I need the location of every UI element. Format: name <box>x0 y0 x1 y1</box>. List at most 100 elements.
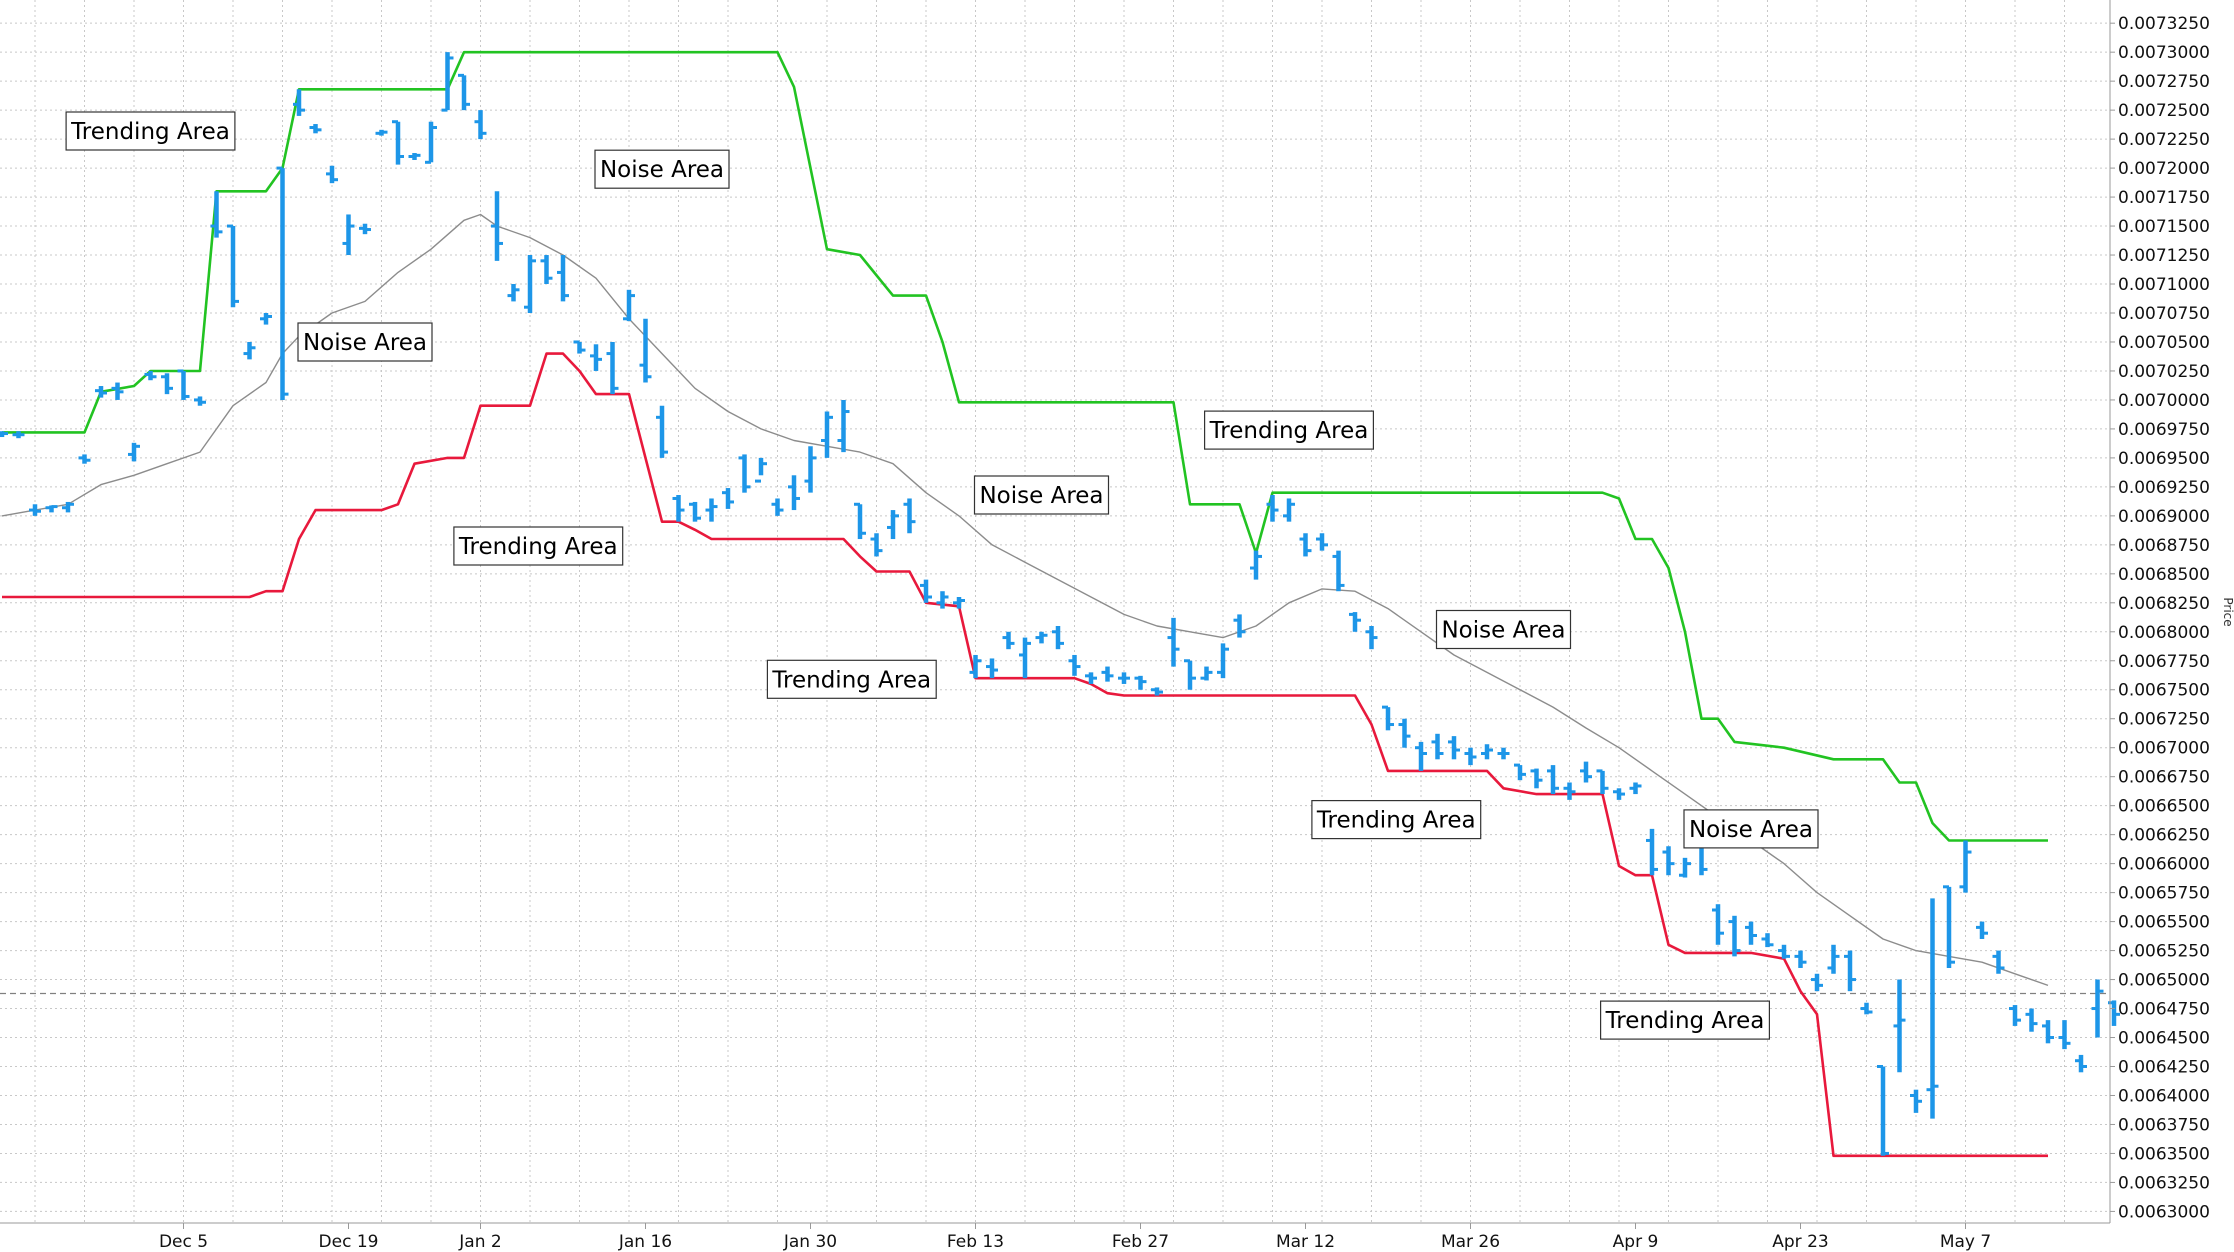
ohlc-bar <box>1778 944 1790 959</box>
ohlc-bar <box>1530 768 1543 789</box>
ohlc-bar <box>2042 1020 2054 1044</box>
ohlc-bar <box>1811 973 1823 992</box>
ohlc-bar <box>12 431 25 439</box>
ohlc-bar <box>1910 1089 1922 1113</box>
annotation-box: Trending Area <box>766 659 937 699</box>
annotation-frame <box>1203 410 1374 450</box>
ohlc-bar <box>1926 898 1939 1119</box>
price-bars <box>0 52 2120 1156</box>
x-tick-label: Jan 2 <box>458 1232 501 1252</box>
y-tick-label: 0.0066750 <box>2118 768 2210 788</box>
ohlc-bar <box>1316 533 1328 551</box>
ohlc-bar <box>590 344 602 371</box>
middle-line <box>1 213 2049 987</box>
upper-channel-line <box>2 50 2048 842</box>
ohlc-bar <box>161 373 173 395</box>
ohlc-bar <box>540 255 553 285</box>
y-tick-label: 0.0066500 <box>2118 797 2210 817</box>
y-tick-label: 0.0072500 <box>2118 101 2210 121</box>
annotation-box: Trending Area <box>65 111 236 151</box>
ohlc-bar <box>2108 1000 2120 1026</box>
x-tick-label: Feb 13 <box>947 1232 1004 1252</box>
ohlc-bar <box>837 399 850 453</box>
annotation-box: Trending Area <box>1203 410 1374 450</box>
ohlc-bar <box>1464 747 1477 766</box>
ohlc-bar <box>1398 718 1411 748</box>
ohlc-bar <box>1992 950 2005 974</box>
ohlc-bar <box>623 289 635 322</box>
y-tick-label: 0.0064250 <box>2118 1058 2210 1078</box>
ohlc-bar <box>788 475 800 511</box>
y-tick-label: 0.0071250 <box>2118 246 2210 266</box>
ohlc-bar <box>1547 765 1559 795</box>
annotation-label: Noise Area <box>600 157 724 183</box>
y-tick-label: 0.0063500 <box>2118 1144 2210 1164</box>
y-tick-label: 0.0064000 <box>2118 1086 2210 1106</box>
y-tick-label: 0.0069000 <box>2118 507 2210 527</box>
annotation-label: Noise Area <box>303 330 427 356</box>
grid <box>0 0 2110 1223</box>
annotations: Trending Area Noise Area Noise Area Trendin… <box>65 111 1819 1040</box>
ohlc-bar <box>425 121 437 164</box>
annotation-label: Trending Area <box>458 534 618 560</box>
annotation-box: Trending Area <box>1599 1000 1770 1040</box>
ohlc-bar <box>1431 733 1444 760</box>
ohlc-bar <box>1283 498 1295 522</box>
ohlc-bar <box>2025 1008 2038 1032</box>
annotation-label: Trending Area <box>771 667 931 693</box>
ohlc-bar <box>1019 637 1031 679</box>
ohlc-bar <box>2058 1020 2071 1050</box>
ohlc-bar <box>1976 921 1988 939</box>
annotation-frame <box>1599 1000 1770 1040</box>
y-tick-label: 0.0065250 <box>2118 942 2210 962</box>
ohlc-bar <box>1134 675 1147 690</box>
y-tick-label: 0.0069750 <box>2118 420 2210 440</box>
annotation-label: Trending Area <box>1316 808 1476 834</box>
y-tick-label: 0.0063250 <box>2118 1173 2210 1193</box>
ohlc-bar <box>689 501 701 522</box>
ohlc-bar <box>194 396 206 406</box>
x-tick-label: Dec 19 <box>319 1232 379 1252</box>
ohlc-bar <box>738 454 751 493</box>
ohlc-bar <box>2075 1054 2087 1073</box>
ohlc-bar <box>227 224 239 308</box>
ohlc-bar <box>986 658 998 679</box>
annotation-frame <box>1311 799 1482 840</box>
ohlc-bar <box>1002 631 1015 650</box>
ohlc-bar <box>1712 904 1724 945</box>
ohlc-bar <box>1679 857 1691 878</box>
ohlc-bar <box>78 454 91 464</box>
y-tick-label: 0.0068750 <box>2118 536 2210 556</box>
ohlc-bar <box>1349 612 1361 632</box>
ohlc-bar <box>656 405 668 458</box>
ohlc-bar <box>1827 944 1840 974</box>
ohlc-bar <box>128 442 140 462</box>
ohlc-bar <box>953 597 965 609</box>
annotation-frame <box>594 149 730 189</box>
ohlc-bar <box>1877 1065 1889 1156</box>
ohlc-bar <box>2009 1005 2021 1026</box>
ohlc-bar <box>309 124 322 134</box>
annotation-box: Noise Area <box>1435 609 1572 650</box>
ohlc-bar <box>1184 659 1196 690</box>
ohlc-bar <box>1761 933 1774 948</box>
y-tick-label: 0.0073250 <box>2118 14 2210 34</box>
ohlc-bar <box>177 369 190 400</box>
annotation-frame <box>973 475 1110 515</box>
ohlc-bar <box>408 153 421 160</box>
x-tick-label: Mar 12 <box>1276 1232 1335 1252</box>
ohlc-bar <box>870 533 883 557</box>
ohlc-bar <box>821 411 833 458</box>
y-tick-label: 0.0067250 <box>2118 710 2210 730</box>
annotation-label: Trending Area <box>1605 1008 1765 1034</box>
ohlc-bar <box>458 73 470 111</box>
y-tick-label: 0.0071000 <box>2118 275 2210 295</box>
y-tick-label: 0.0064500 <box>2118 1029 2210 1049</box>
annotation-label: Noise Area <box>1689 817 1813 843</box>
ohlc-bar <box>507 284 520 302</box>
y-tick-label: 0.0068500 <box>2118 565 2210 585</box>
ohlc-bar <box>95 386 107 398</box>
y-tick-label: 0.0066250 <box>2118 826 2210 846</box>
annotation-frame <box>65 111 236 151</box>
annotation-box: Noise Area <box>1683 809 1819 849</box>
